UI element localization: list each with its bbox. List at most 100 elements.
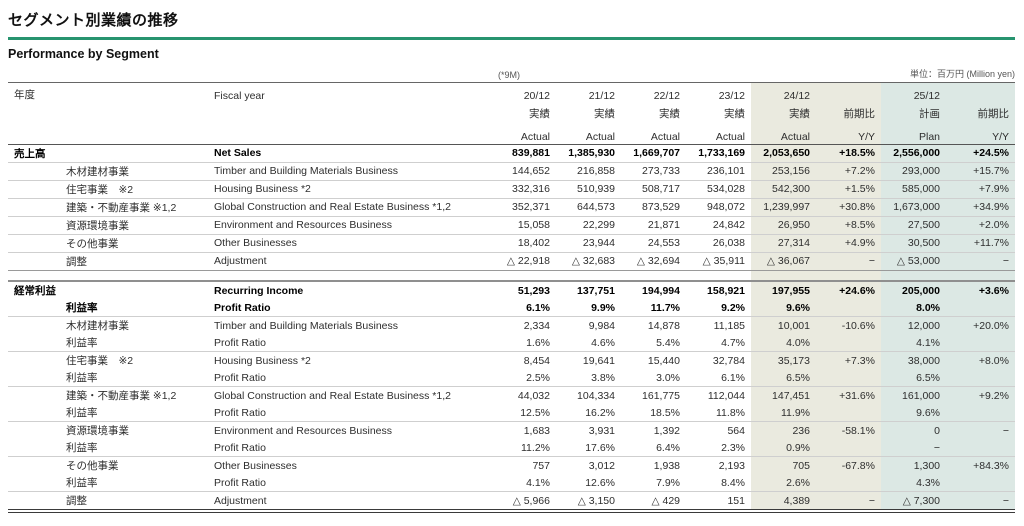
value-fy22: 161,775 <box>642 389 680 402</box>
table-row: 利益率 Profit Ratio 11.2% 17.6% 6.4% 2.3% 0.9% − <box>8 439 1015 457</box>
value-fy25-plan: 585,000 <box>881 180 946 199</box>
row-label-jp-sub: 資源環境事業 <box>66 425 129 437</box>
report-page: セグメント別業績の推移 Performance by Segment (*9M)… <box>0 9 1024 513</box>
col-header-spacer <box>946 82 1015 103</box>
col-subheader-jp: 実績 <box>529 108 550 120</box>
row-label-en: Profit Ratio <box>208 299 490 317</box>
value-fy21: 16.2% <box>556 404 621 422</box>
value-fy24-yoy: +30.8% <box>816 198 881 217</box>
row-label-jp-main <box>8 457 60 475</box>
row-label-jp-sub: 利益率 <box>60 474 208 492</box>
value-fy21: 22,299 <box>556 216 621 235</box>
row-label-jp-main <box>8 299 60 317</box>
row-label-jp-sub: その他事業 <box>60 234 208 253</box>
value-fy20: 2.5% <box>490 369 556 387</box>
value-fy20: 51,293 <box>517 284 550 297</box>
value-fy23: 26,038 <box>686 234 751 253</box>
row-label-jp-main <box>8 422 60 440</box>
value-fy22: 273,733 <box>621 162 686 181</box>
value-fy20: 4.1% <box>490 474 556 492</box>
table-row: 調整 Adjustment △ 22,918 △ 32,683 △ 32,694 △ 35… <box>8 252 1015 271</box>
value-fy25-yoy <box>946 334 1015 352</box>
row-label-en: Global Construction and Real Estate Busi… <box>208 198 490 217</box>
value-fy23: 236,101 <box>686 162 751 181</box>
row-label-en: Environment and Resources Business <box>214 424 393 437</box>
value-fy21: 12.6% <box>556 474 621 492</box>
value-fy24-actual: 4,389 <box>751 491 816 510</box>
value-fy20: 18,402 <box>490 234 556 253</box>
segment-performance-table: 年度 Fiscal year 20/12 21/12 22/12 23/12 2… <box>8 82 1015 510</box>
value-fy24-actual: 4.0% <box>751 334 816 352</box>
row-label-jp-sub: 利益率 <box>60 334 208 352</box>
value-fy23: 11,185 <box>713 319 745 332</box>
value-fy25-plan: 2,556,000 <box>881 144 946 163</box>
row-label-en: Profit Ratio <box>208 334 490 352</box>
value-fy25-yoy: +9.2% <box>946 386 1015 404</box>
col-subheader-en: Y/Y <box>946 122 1015 145</box>
value-fy24-yoy: +7.3% <box>816 351 881 369</box>
table-row: 木材建材事業 Timber and Building Materials Busi… <box>8 316 1015 334</box>
value-fy24-actual: 11.9% <box>751 404 816 422</box>
col-header-year: 25/12 <box>881 82 946 103</box>
col-subheader-jp: 前期比 <box>946 103 1015 122</box>
value-fy25-plan: △ 7,300 <box>881 491 946 510</box>
value-fy25-yoy: +34.9% <box>946 198 1015 217</box>
row-label-en: Profit Ratio <box>208 369 490 387</box>
table-bottom-double-rule <box>8 512 1015 513</box>
value-fy24-actual: 9.6% <box>751 299 816 317</box>
value-fy25-yoy: +15.7% <box>946 162 1015 181</box>
value-fy24-yoy: -10.6% <box>816 316 881 334</box>
value-fy20: 352,371 <box>490 198 556 217</box>
table-row: その他事業 Other Businesses 18,402 23,944 24,553 2… <box>8 234 1015 253</box>
value-fy21: 216,858 <box>556 162 621 181</box>
value-fy20: 332,316 <box>490 180 556 199</box>
value-fy25-yoy: − <box>946 491 1015 510</box>
value-fy25-plan: 205,000 <box>881 281 946 299</box>
row-label-jp-sub: 資源環境事業 <box>60 216 208 235</box>
value-fy24-actual: 10,001 <box>751 316 816 334</box>
row-label-jp-main <box>8 252 60 271</box>
row-label-en: Timber and Building Materials Business <box>208 162 490 181</box>
col-subheader-en: Actual <box>686 122 751 145</box>
value-fy22: 1,938 <box>653 459 680 472</box>
col-subheader-jp: 実績 <box>659 108 680 120</box>
table-row: 資源環境事業 Environment and Resources Business… <box>8 216 1015 235</box>
row-label-jp-main <box>8 352 60 370</box>
value-fy25-plan: 4.1% <box>881 334 946 352</box>
value-fy23: 8.4% <box>686 474 751 492</box>
value-fy22: 18.5% <box>621 404 686 422</box>
value-fy21: 3.8% <box>556 369 621 387</box>
value-fy24-yoy: +1.5% <box>816 180 881 199</box>
row-label-jp-main <box>8 162 60 181</box>
value-fy21: 510,939 <box>556 180 621 199</box>
spacer-cell <box>490 270 556 282</box>
value-fy25-yoy <box>946 299 1015 317</box>
fiscal-year-label-jp: 年度 <box>14 89 35 101</box>
value-fy21: 23,944 <box>556 234 621 253</box>
value-fy25-plan: 30,500 <box>881 234 946 253</box>
value-fy22: 11.7% <box>621 299 686 317</box>
value-fy24-actual: 236 <box>751 421 816 439</box>
value-fy22: 1,392 <box>653 424 680 437</box>
value-fy23: 2.3% <box>686 439 751 457</box>
value-fy24-actual: 147,451 <box>751 386 816 404</box>
table-row: 利益率 Profit Ratio 12.5% 16.2% 18.5% 11.8% 11.9%… <box>8 404 1015 422</box>
value-fy24-actual: 27,314 <box>751 234 816 253</box>
value-fy23: △ 35,911 <box>686 252 751 271</box>
table-row: 利益率 Profit Ratio 6.1% 9.9% 11.7% 9.2% 9.6% 8.0% <box>8 299 1015 317</box>
unit-note: 単位：百万円 (Million yen) <box>909 69 1015 79</box>
value-fy20: 2,334 <box>523 319 550 332</box>
value-fy24-yoy: +4.9% <box>816 234 881 253</box>
value-fy20: 6.1% <box>490 299 556 317</box>
row-label-jp-sub: 利益率 <box>60 369 208 387</box>
col-subheader-en: Actual <box>490 122 556 145</box>
spacer-cell <box>881 270 946 282</box>
value-fy25-plan: − <box>881 439 946 457</box>
row-label-en: Timber and Building Materials Business <box>214 319 399 332</box>
value-fy21: 9.9% <box>556 299 621 317</box>
value-fy23: 151 <box>686 491 751 510</box>
table-row: 木材建材事業 Timber and Building Materials Busi… <box>8 162 1015 181</box>
value-fy20: 144,652 <box>490 162 556 181</box>
row-label-jp-main <box>8 474 60 492</box>
value-fy25-plan: 1,300 <box>881 456 946 474</box>
